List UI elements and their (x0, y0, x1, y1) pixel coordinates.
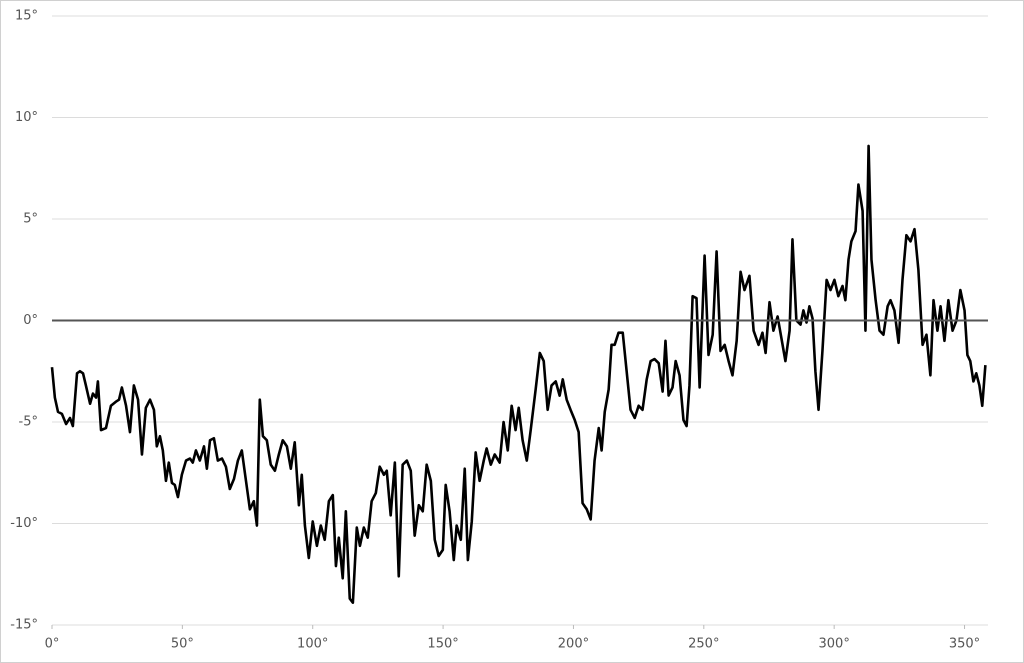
data-line (50, 144, 987, 604)
x-tick-label: 100° (297, 637, 328, 652)
x-tick-label: 200° (558, 637, 589, 652)
x-tick-label: 150° (427, 637, 458, 652)
y-tick-label: -10° (10, 516, 38, 531)
x-tick-label: 250° (688, 637, 719, 652)
x-tick-label: 0° (45, 637, 60, 652)
x-tick-label: 350° (949, 637, 980, 652)
y-tick-label: 5° (23, 212, 38, 227)
y-tick-label: 0° (23, 313, 38, 328)
y-tick-label: 15° (15, 9, 38, 24)
x-tick-label: 300° (819, 637, 850, 652)
y-tick-label: -5° (19, 415, 38, 430)
y-tick-label: -15° (10, 618, 38, 633)
y-tick-label: 10° (15, 110, 38, 125)
x-tick-label: 50° (171, 637, 194, 652)
